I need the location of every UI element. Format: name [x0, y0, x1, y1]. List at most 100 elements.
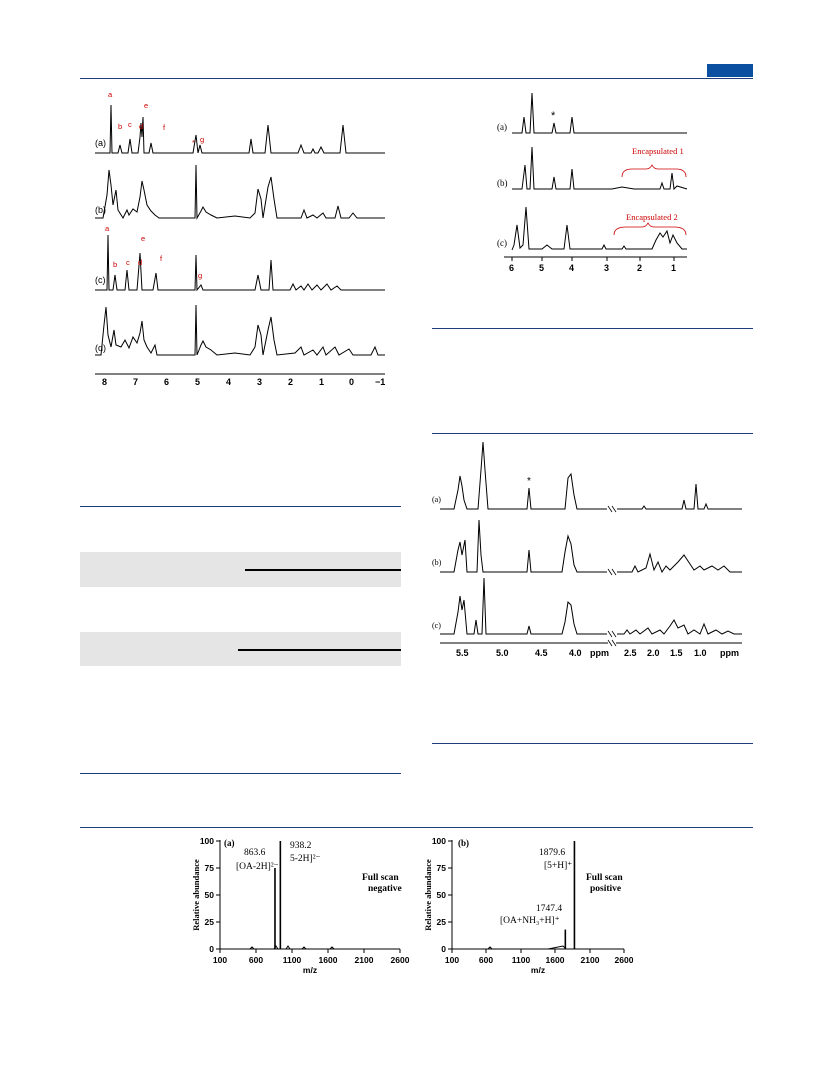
- x-tick: 600: [479, 955, 493, 965]
- baseline-noise: [220, 945, 400, 950]
- peak-label-g: g: [200, 135, 204, 144]
- header-rule: [80, 78, 753, 79]
- scan-mode-line2: negative: [368, 884, 402, 894]
- section-rule: [432, 328, 753, 329]
- spectrum-trace-b: [95, 164, 385, 220]
- scan-mode-line1: Full scan: [586, 873, 623, 883]
- peak-label-d-c: d: [138, 258, 142, 267]
- y-axis-label: Relative abundance: [191, 859, 201, 931]
- x-tick: 2100: [581, 955, 600, 965]
- peak-label-b-c: b: [113, 260, 117, 269]
- y-tick: 25: [437, 917, 447, 927]
- axis-tick: 5: [195, 377, 200, 387]
- trace-label-a: (a): [497, 122, 507, 132]
- peak-label-c-c: c: [126, 258, 130, 267]
- section-rule: [80, 773, 401, 774]
- ms-panel-b: (b) 1879.6 [5+H]⁺ 1747.4 [OA+NH₃+H]⁺ Ful…: [418, 832, 643, 994]
- section-rule: [80, 506, 401, 507]
- figure-nmr-3: (a) (b) (c) * 5.5 5.0 4.5 4.0 ppm 2.5 2.…: [432, 440, 752, 665]
- figure-nmr-2: (a) (b) (c) * Encapsulated 1 Encapsulate…: [492, 85, 692, 277]
- peak2-ion: 5-2H]²⁻: [290, 854, 321, 864]
- trace-label-c: (c): [432, 621, 441, 630]
- axis-tick: 5.0: [496, 648, 509, 658]
- axis-tick: 4: [569, 263, 574, 273]
- axis-tick: 6: [509, 263, 514, 273]
- trace-label-c: (c): [95, 275, 106, 285]
- section-rule: [80, 827, 753, 828]
- axis-tick: 4.0: [569, 648, 582, 658]
- peak1-value: 1879.6: [539, 848, 565, 858]
- peak-label-c: c: [128, 120, 132, 129]
- spectrum-trace-b: [512, 146, 688, 191]
- axis-tick: 0: [349, 377, 354, 387]
- axis-tick: 5: [539, 263, 544, 273]
- peak1-ion: [OA-2H]²⁻: [236, 862, 279, 872]
- axis-tick: 1: [671, 263, 676, 273]
- trace-label-a: (a): [95, 138, 106, 148]
- y-tick: 100: [432, 836, 446, 846]
- y-tick: 0: [209, 944, 214, 954]
- peak2-ion: [OA+NH₃+H]⁺: [500, 916, 560, 926]
- peak-label-b: b: [118, 122, 122, 131]
- x-tick: 1100: [283, 955, 302, 965]
- table-rule: [245, 569, 401, 571]
- axis-tick: 3: [604, 263, 609, 273]
- y-tick: 25: [205, 917, 215, 927]
- y-tick: 100: [200, 836, 214, 846]
- trace-label-c: (c): [497, 238, 507, 248]
- axis-tick: 2.5: [624, 648, 637, 658]
- bracket-label-1: Encapsulated 1: [632, 146, 684, 156]
- axis-tick: −1: [375, 377, 385, 387]
- axis-unit: ppm: [590, 648, 609, 658]
- star-marker: *: [527, 476, 531, 487]
- axis-tick: 2.0: [647, 648, 660, 658]
- x-tick: 600: [249, 955, 263, 965]
- peak-label-a-c: a: [105, 224, 110, 233]
- x-tick: 1600: [319, 955, 338, 965]
- peak-label-g-c: g: [198, 271, 202, 280]
- peak2-value: 1747.4: [536, 904, 562, 914]
- axis-tick: 2: [288, 377, 293, 387]
- axis-tick: 3: [257, 377, 262, 387]
- x-axis-label: m/z: [303, 965, 317, 975]
- spectrum-trace-c: [95, 234, 385, 292]
- bracket-1: [621, 164, 687, 178]
- axis-tick: 7: [133, 377, 138, 387]
- y-tick: 0: [441, 944, 446, 954]
- peak-label-e: e: [144, 101, 148, 110]
- star-marker: *: [551, 110, 556, 122]
- spectrum-trace-c: [440, 577, 742, 635]
- axis-tick: 1.0: [694, 648, 707, 658]
- peak-label-e-c: e: [141, 234, 145, 243]
- axis-tick: 2: [637, 263, 642, 273]
- x-tick: 1600: [546, 955, 565, 965]
- bracket-label-2: Encapsulated 2: [626, 212, 678, 222]
- bracket-2: [613, 222, 687, 236]
- y-axis-label: Relative abundance: [423, 859, 433, 931]
- y-tick: 75: [205, 863, 215, 873]
- x-tick: 2600: [615, 955, 634, 965]
- axis-tick: 1.5: [670, 648, 683, 658]
- trace-label-b: (b): [432, 558, 442, 567]
- x-tick: 100: [445, 955, 459, 965]
- peak-bars: [274, 841, 282, 949]
- peak1-ion: [5+H]⁺: [544, 861, 572, 871]
- panel-label: (a): [224, 838, 235, 848]
- y-tick: 50: [437, 890, 447, 900]
- peak-label-f-c: f: [160, 254, 163, 263]
- x-tick: 1100: [512, 955, 531, 965]
- peak-label-f: f: [163, 123, 166, 132]
- axis-tick: 8: [102, 377, 107, 387]
- axis-tick: 6: [164, 377, 169, 387]
- trace-label-b: (b): [497, 178, 508, 188]
- x-tick: 2600: [391, 955, 410, 965]
- axis-tick: 4: [226, 377, 231, 387]
- y-tick: 75: [437, 863, 447, 873]
- scan-mode-line2: positive: [590, 884, 621, 894]
- axis-tick: 1: [319, 377, 324, 387]
- spectrum-trace-c: [511, 206, 687, 251]
- peak1-value: 863.6: [244, 848, 266, 858]
- spectrum-trace-b: [440, 519, 742, 574]
- section-rule: [432, 743, 753, 744]
- section-rule: [432, 433, 753, 434]
